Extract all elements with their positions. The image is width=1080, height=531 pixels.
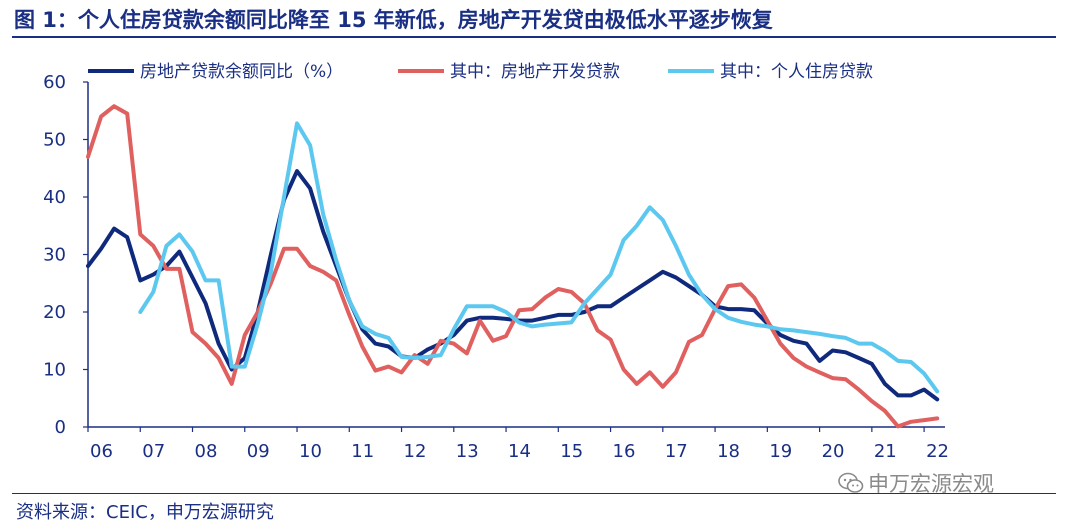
x-tick-label: 09 [247, 441, 270, 462]
y-axis: 0 10 20 30 40 50 60 [43, 72, 89, 438]
x-tick-label: 06 [90, 441, 113, 462]
figure-title: 图 1：个人住房贷款余额同比降至 15 年新低，房地产开发贷由极低水平逐步恢复 [14, 8, 773, 32]
x-tick-label: 14 [508, 441, 531, 462]
source-note: 资料来源：CEIC，申万宏源研究 [16, 502, 274, 523]
y-tick-label: 50 [43, 130, 66, 151]
legend-label: 其中：个人住房贷款 [720, 62, 873, 82]
x-tick-label: 19 [769, 441, 792, 462]
legend: 房地产贷款余额同比（%） 其中：房地产开发贷款 其中：个人住房贷款 [88, 62, 873, 82]
watermark-text: 申万宏源宏观 [868, 472, 994, 496]
x-tick-label: 20 [822, 441, 845, 462]
y-tick-label: 10 [43, 360, 66, 381]
x-tick-label: 18 [717, 441, 740, 462]
wechat-icon [838, 472, 864, 499]
x-tick-label: 07 [142, 441, 165, 462]
y-tick-label: 40 [43, 187, 66, 208]
legend-label: 其中：房地产开发贷款 [450, 62, 620, 82]
y-tick-label: 60 [43, 72, 66, 93]
x-tick-label: 10 [299, 441, 322, 462]
x-tick-label: 12 [404, 441, 427, 462]
y-tick-label: 20 [43, 302, 66, 323]
series-line-1 [86, 169, 940, 402]
x-tick-label: 15 [560, 441, 583, 462]
series-line-2 [86, 104, 940, 429]
watermark: 申万宏源宏观 [838, 468, 994, 499]
x-tick-label: 16 [613, 441, 636, 462]
series-line-3 [138, 121, 940, 394]
x-tick-label: 11 [351, 441, 374, 462]
line-chart: 0 10 20 30 40 50 60 06 07 08 09 10 11 12 13 14 15 16 17 18… [43, 62, 949, 462]
legend-label: 房地产贷款余额同比（%） [140, 62, 343, 82]
source-divider [12, 493, 1056, 494]
x-tick-label: 17 [665, 441, 688, 462]
x-tick-label: 22 [926, 441, 949, 462]
title-divider [12, 36, 1056, 38]
x-tick-label: 21 [874, 441, 897, 462]
y-tick-label: 30 [43, 245, 66, 266]
series-lines [86, 104, 940, 429]
x-tick-label: 08 [195, 441, 218, 462]
x-axis: 06 07 08 09 10 11 12 13 14 15 16 17 18 19 20 21 22 [87, 426, 949, 462]
y-tick-label: 0 [55, 417, 66, 438]
x-tick-label: 13 [456, 441, 479, 462]
